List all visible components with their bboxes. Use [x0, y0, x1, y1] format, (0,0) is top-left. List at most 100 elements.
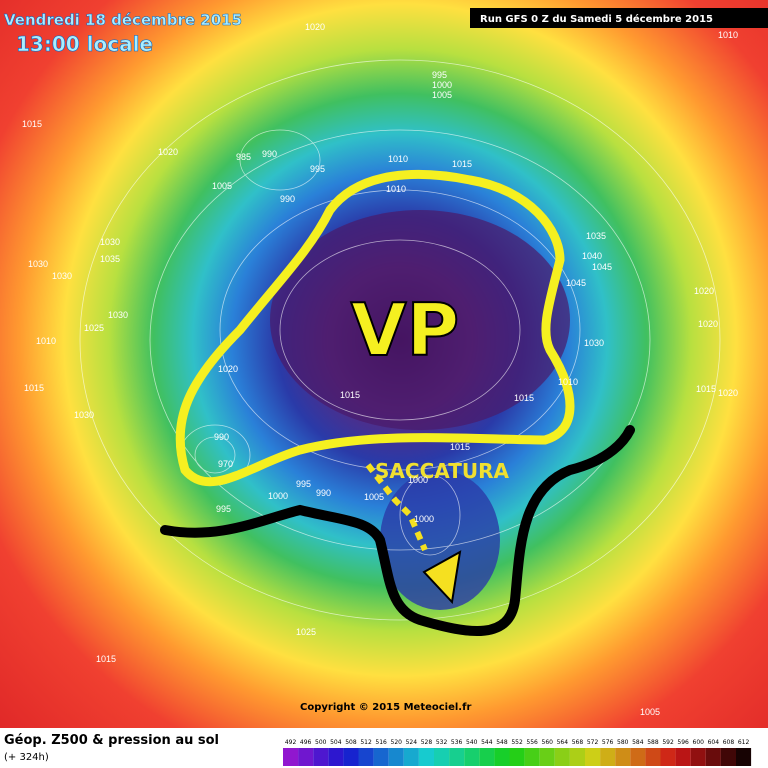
isobar-label: 1030 — [108, 310, 128, 320]
legend-level: 576 — [602, 739, 614, 746]
legend-level: 612 — [738, 739, 750, 746]
legend-level: 552 — [511, 739, 523, 746]
legend-swatch — [388, 748, 404, 766]
run-box — [470, 8, 768, 28]
isobar-label: 1015 — [452, 159, 472, 169]
legend-swatch — [403, 748, 419, 766]
isobar-label: 1010 — [718, 30, 738, 40]
legend-swatch — [736, 748, 752, 766]
legend-level: 608 — [723, 739, 735, 746]
legend-level: 512 — [360, 739, 372, 746]
isobar-label: 1020 — [305, 22, 325, 32]
isobar-label: 1025 — [296, 627, 316, 637]
isobar-label: 1000 — [408, 475, 428, 485]
isobar-label: 1015 — [340, 390, 360, 400]
legend-level: 596 — [677, 739, 689, 746]
isobar-label: 1015 — [22, 119, 42, 129]
legend-lead: (+ 324h) — [4, 752, 49, 763]
trough-arrow — [422, 550, 462, 605]
isobar-label: 1020 — [694, 286, 714, 296]
legend-level: 516 — [375, 739, 387, 746]
legend-swatch — [675, 748, 691, 766]
legend-level: 532 — [436, 739, 448, 746]
legend-swatch — [524, 748, 540, 766]
isobar-label: 1030 — [100, 237, 120, 247]
isobar-label: 1000 — [432, 80, 452, 90]
isobar-label: 1020 — [698, 319, 718, 329]
legend-swatch — [373, 748, 389, 766]
isobar-label: 1045 — [592, 262, 612, 272]
legend-level: 540 — [466, 739, 478, 746]
legend-level: 508 — [345, 739, 357, 746]
isobar-label: 995 — [310, 164, 325, 174]
legend-level: 560 — [542, 739, 554, 746]
isobars — [79, 59, 721, 621]
isobar-label: 1010 — [558, 377, 578, 387]
trough-line — [160, 425, 635, 637]
legend-level: 504 — [330, 739, 342, 746]
legend-swatch — [313, 748, 329, 766]
isobar-label: 995 — [296, 479, 311, 489]
legend-level: 536 — [451, 739, 463, 746]
legend-swatch — [630, 748, 646, 766]
cut-low — [380, 470, 500, 610]
isobar-label: 985 — [236, 152, 251, 162]
legend-swatch — [343, 748, 359, 766]
isobar-label: 1010 — [388, 154, 408, 164]
legend-swatch — [298, 748, 314, 766]
legend-swatch — [434, 748, 450, 766]
isobar-label: 1045 — [566, 278, 586, 288]
legend-level: 524 — [406, 739, 418, 746]
isobar-label: 1000 — [268, 491, 288, 501]
isobar-label: 1030 — [28, 259, 48, 269]
isobar-label: 990 — [262, 149, 277, 159]
legend-level: 580 — [617, 739, 629, 746]
isobar-label: 1005 — [640, 707, 660, 717]
legend-swatch — [539, 748, 555, 766]
legend-swatch — [509, 748, 525, 766]
isobar-label: 1010 — [36, 336, 56, 346]
legend-level: 600 — [693, 739, 705, 746]
isobar-label: 1035 — [586, 231, 606, 241]
isobar-label: 995 — [432, 70, 447, 80]
isobar-label: 990 — [214, 432, 229, 442]
copyright: Copyright © 2015 Meteociel.fr — [300, 702, 471, 713]
vp-label: VP — [351, 288, 460, 372]
isobar-label: 1005 — [212, 181, 232, 191]
legend-swatch — [615, 748, 631, 766]
isobar-label: 1000 — [414, 514, 434, 524]
legend-swatch — [600, 748, 616, 766]
isobar-label: 1040 — [582, 251, 602, 261]
legend-level: 548 — [496, 739, 508, 746]
legend-swatch — [645, 748, 661, 766]
legend-level: 520 — [391, 739, 403, 746]
isobar-label: 1015 — [24, 383, 44, 393]
legend-swatch — [449, 748, 465, 766]
legend-swatch — [660, 748, 676, 766]
legend-level: 544 — [481, 739, 493, 746]
isobar-label: 1010 — [386, 184, 406, 194]
isobar-label: 990 — [316, 488, 331, 498]
legend-level: 528 — [421, 739, 433, 746]
date-label: Vendredi 18 décembre 2015 — [4, 11, 242, 29]
isobar-label: 1015 — [514, 393, 534, 403]
legend-title: Géop. Z500 & pression au sol — [4, 733, 219, 748]
isobar-label: 1015 — [96, 654, 116, 664]
isobar-label: 990 — [280, 194, 295, 204]
legend-swatch — [720, 748, 736, 766]
vortex-outline — [175, 169, 575, 487]
isobar-label: 1030 — [52, 271, 72, 281]
isobar-label: 1025 — [84, 323, 104, 333]
run-label: Run GFS 0 Z du Samedi 5 décembre 2015 — [480, 13, 713, 25]
legend-level: 568 — [572, 739, 584, 746]
legend-swatch — [690, 748, 706, 766]
legend-level: 588 — [647, 739, 659, 746]
time-label: 13:00 locale — [16, 32, 153, 56]
isobar-label: 1030 — [74, 410, 94, 420]
legend-level: 604 — [708, 739, 720, 746]
isobar-label: 1005 — [364, 492, 384, 502]
legend-level: 584 — [632, 739, 644, 746]
legend-swatch — [569, 748, 585, 766]
